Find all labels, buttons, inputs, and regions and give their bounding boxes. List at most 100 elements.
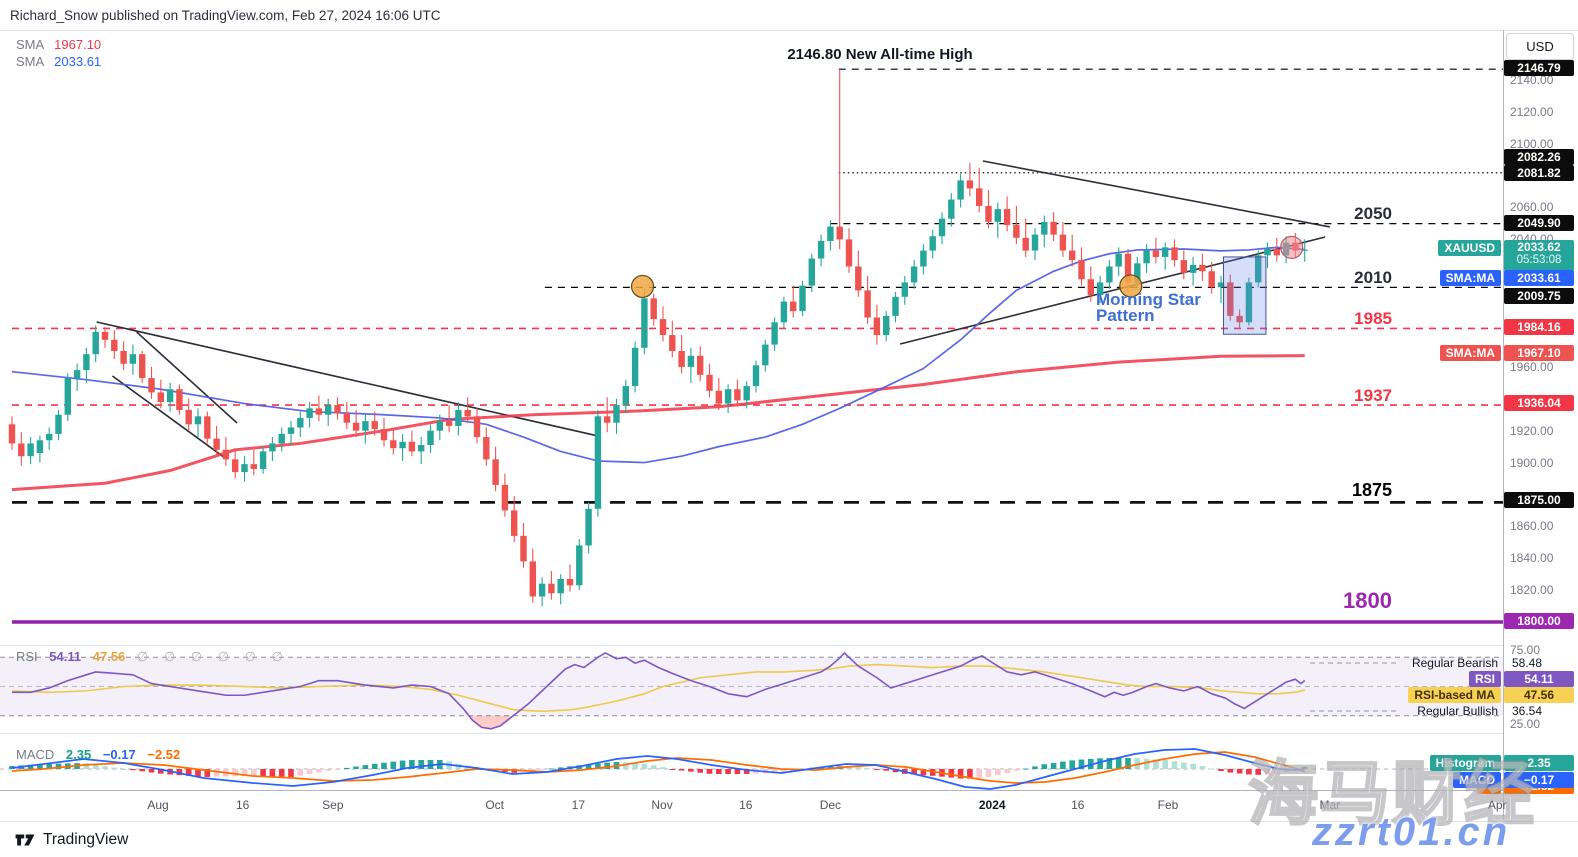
price-chip-2082.26: 2082.26 bbox=[1504, 149, 1574, 165]
macd-histogram-bar bbox=[781, 769, 787, 773]
candle-body bbox=[1162, 247, 1169, 257]
macd-histogram-bar bbox=[1032, 766, 1038, 769]
price-chip-1800.00: 1800.00 bbox=[1504, 613, 1574, 629]
macd-histogram-bar bbox=[27, 764, 34, 769]
macd-histogram-bar bbox=[1246, 769, 1252, 775]
price-chip-2146.79: 2146.79 bbox=[1504, 60, 1574, 76]
pane-separator-rsi[interactable] bbox=[0, 645, 1503, 646]
candle-body bbox=[511, 510, 518, 536]
macd-histogram-bar bbox=[660, 767, 666, 769]
macd-histogram-bar bbox=[92, 764, 99, 769]
macd-readout-label: MACD bbox=[16, 747, 55, 762]
price-tick-1840.00: 1840.00 bbox=[1510, 551, 1554, 565]
candle-body bbox=[1087, 279, 1094, 296]
macd-histogram-bar bbox=[650, 765, 657, 769]
candle-body bbox=[576, 545, 583, 586]
candle-body bbox=[873, 317, 881, 336]
time-tick-Mar: Mar bbox=[1319, 798, 1341, 812]
macd-histogram-bar bbox=[204, 769, 211, 777]
candle-body bbox=[1199, 264, 1206, 272]
morning-star-annotation: Morning Star Pattern bbox=[1096, 291, 1201, 325]
tradingview-logo[interactable]: TradingView bbox=[14, 829, 128, 851]
macd-histogram-bar bbox=[176, 769, 183, 776]
macd-histogram-bar bbox=[669, 769, 676, 770]
macd-histogram-bar bbox=[1208, 768, 1215, 770]
price-tick-1920.00: 1920.00 bbox=[1510, 424, 1554, 438]
candle-body bbox=[743, 386, 750, 401]
macd-histogram-bar bbox=[641, 763, 648, 769]
macd-histogram-bar bbox=[362, 765, 369, 769]
candle-body bbox=[1273, 248, 1280, 256]
candle-body bbox=[994, 209, 1001, 222]
macd-histogram-bar bbox=[111, 767, 118, 769]
candle-body bbox=[1134, 263, 1141, 283]
candle-body bbox=[390, 440, 397, 449]
candle-body bbox=[706, 374, 713, 391]
macd-histogram-bar bbox=[1274, 769, 1280, 775]
candle-body bbox=[883, 315, 890, 336]
tradingview-logo-icon bbox=[15, 834, 35, 846]
price-tick-2120.00: 2120.00 bbox=[1510, 105, 1554, 119]
macd-histogram-bar bbox=[1181, 762, 1187, 769]
pane-separator-macd[interactable] bbox=[0, 733, 1503, 734]
candle-body bbox=[1180, 260, 1187, 273]
time-tick-16: 16 bbox=[1071, 798, 1085, 812]
rsi-tag-RSI: RSI bbox=[1468, 671, 1501, 687]
macd-histogram-bar bbox=[83, 763, 90, 769]
morning-star-highlight-box bbox=[1223, 256, 1267, 335]
candle-body bbox=[129, 354, 137, 364]
macd-histogram-bar bbox=[688, 769, 694, 772]
candle-body bbox=[232, 459, 239, 473]
macd-histogram-bar bbox=[864, 768, 871, 770]
candle-body bbox=[892, 296, 899, 316]
macd-histogram-bar bbox=[1041, 764, 1048, 769]
macd-histogram-bar bbox=[967, 769, 973, 779]
time-tick-Apr: Apr bbox=[1487, 798, 1507, 812]
last-price: 2033.62 bbox=[1517, 240, 1561, 254]
macd-histogram-bar bbox=[288, 769, 294, 777]
macd-histogram-bar bbox=[743, 769, 750, 774]
macd-histogram-bar bbox=[251, 769, 257, 777]
candle-body bbox=[204, 416, 211, 439]
candle-body bbox=[380, 429, 388, 441]
morning-star-line2: Pattern bbox=[1096, 306, 1155, 325]
candle-body bbox=[1255, 255, 1262, 283]
candle-body bbox=[27, 443, 34, 457]
time-tick-Aug: Aug bbox=[147, 798, 169, 812]
candle-body bbox=[976, 188, 983, 206]
macd-histogram-bar bbox=[130, 769, 136, 771]
candle-body bbox=[287, 427, 295, 434]
macd-line bbox=[11, 748, 1305, 790]
macd-histogram-bar bbox=[120, 769, 127, 770]
trendline-4 bbox=[899, 236, 1326, 345]
candle-body bbox=[985, 205, 992, 222]
sma-fast-value: 1967.10 bbox=[54, 37, 102, 52]
candle-body bbox=[473, 416, 481, 438]
candle-body bbox=[864, 290, 871, 318]
price-chip-1936.04: 1936.04 bbox=[1504, 395, 1574, 411]
macd-histogram-bar bbox=[148, 769, 155, 773]
candle-body bbox=[371, 421, 378, 430]
candle-body bbox=[771, 322, 778, 345]
macd-tag-Histogram: Histogram bbox=[1429, 755, 1501, 771]
macd-chip-MACD: −0.17 bbox=[1504, 772, 1574, 788]
symbol-tag: XAUUSD bbox=[1438, 240, 1501, 256]
candle-body bbox=[1301, 249, 1308, 251]
macd-histogram-bar bbox=[1097, 758, 1103, 769]
sma_slow_chip-value: 2033.61 bbox=[1504, 270, 1574, 286]
rsi-chip-54.11: 54.11 bbox=[1504, 671, 1574, 687]
level-caption-1937: 1937 bbox=[1354, 386, 1392, 405]
currency-button[interactable]: USD bbox=[1506, 33, 1574, 60]
candle-body bbox=[910, 266, 918, 283]
candle-body bbox=[631, 347, 639, 387]
macd-histogram-bar bbox=[1162, 760, 1168, 769]
candle-body bbox=[1217, 282, 1225, 288]
candle-body bbox=[222, 449, 230, 460]
time-tick-2024: 2024 bbox=[978, 798, 1006, 812]
candle-body bbox=[250, 464, 257, 469]
candle-body bbox=[669, 335, 676, 351]
price-tick-1900.00: 1900.00 bbox=[1510, 456, 1554, 470]
candle-body bbox=[929, 236, 936, 251]
macd-histogram-bar bbox=[985, 769, 992, 778]
